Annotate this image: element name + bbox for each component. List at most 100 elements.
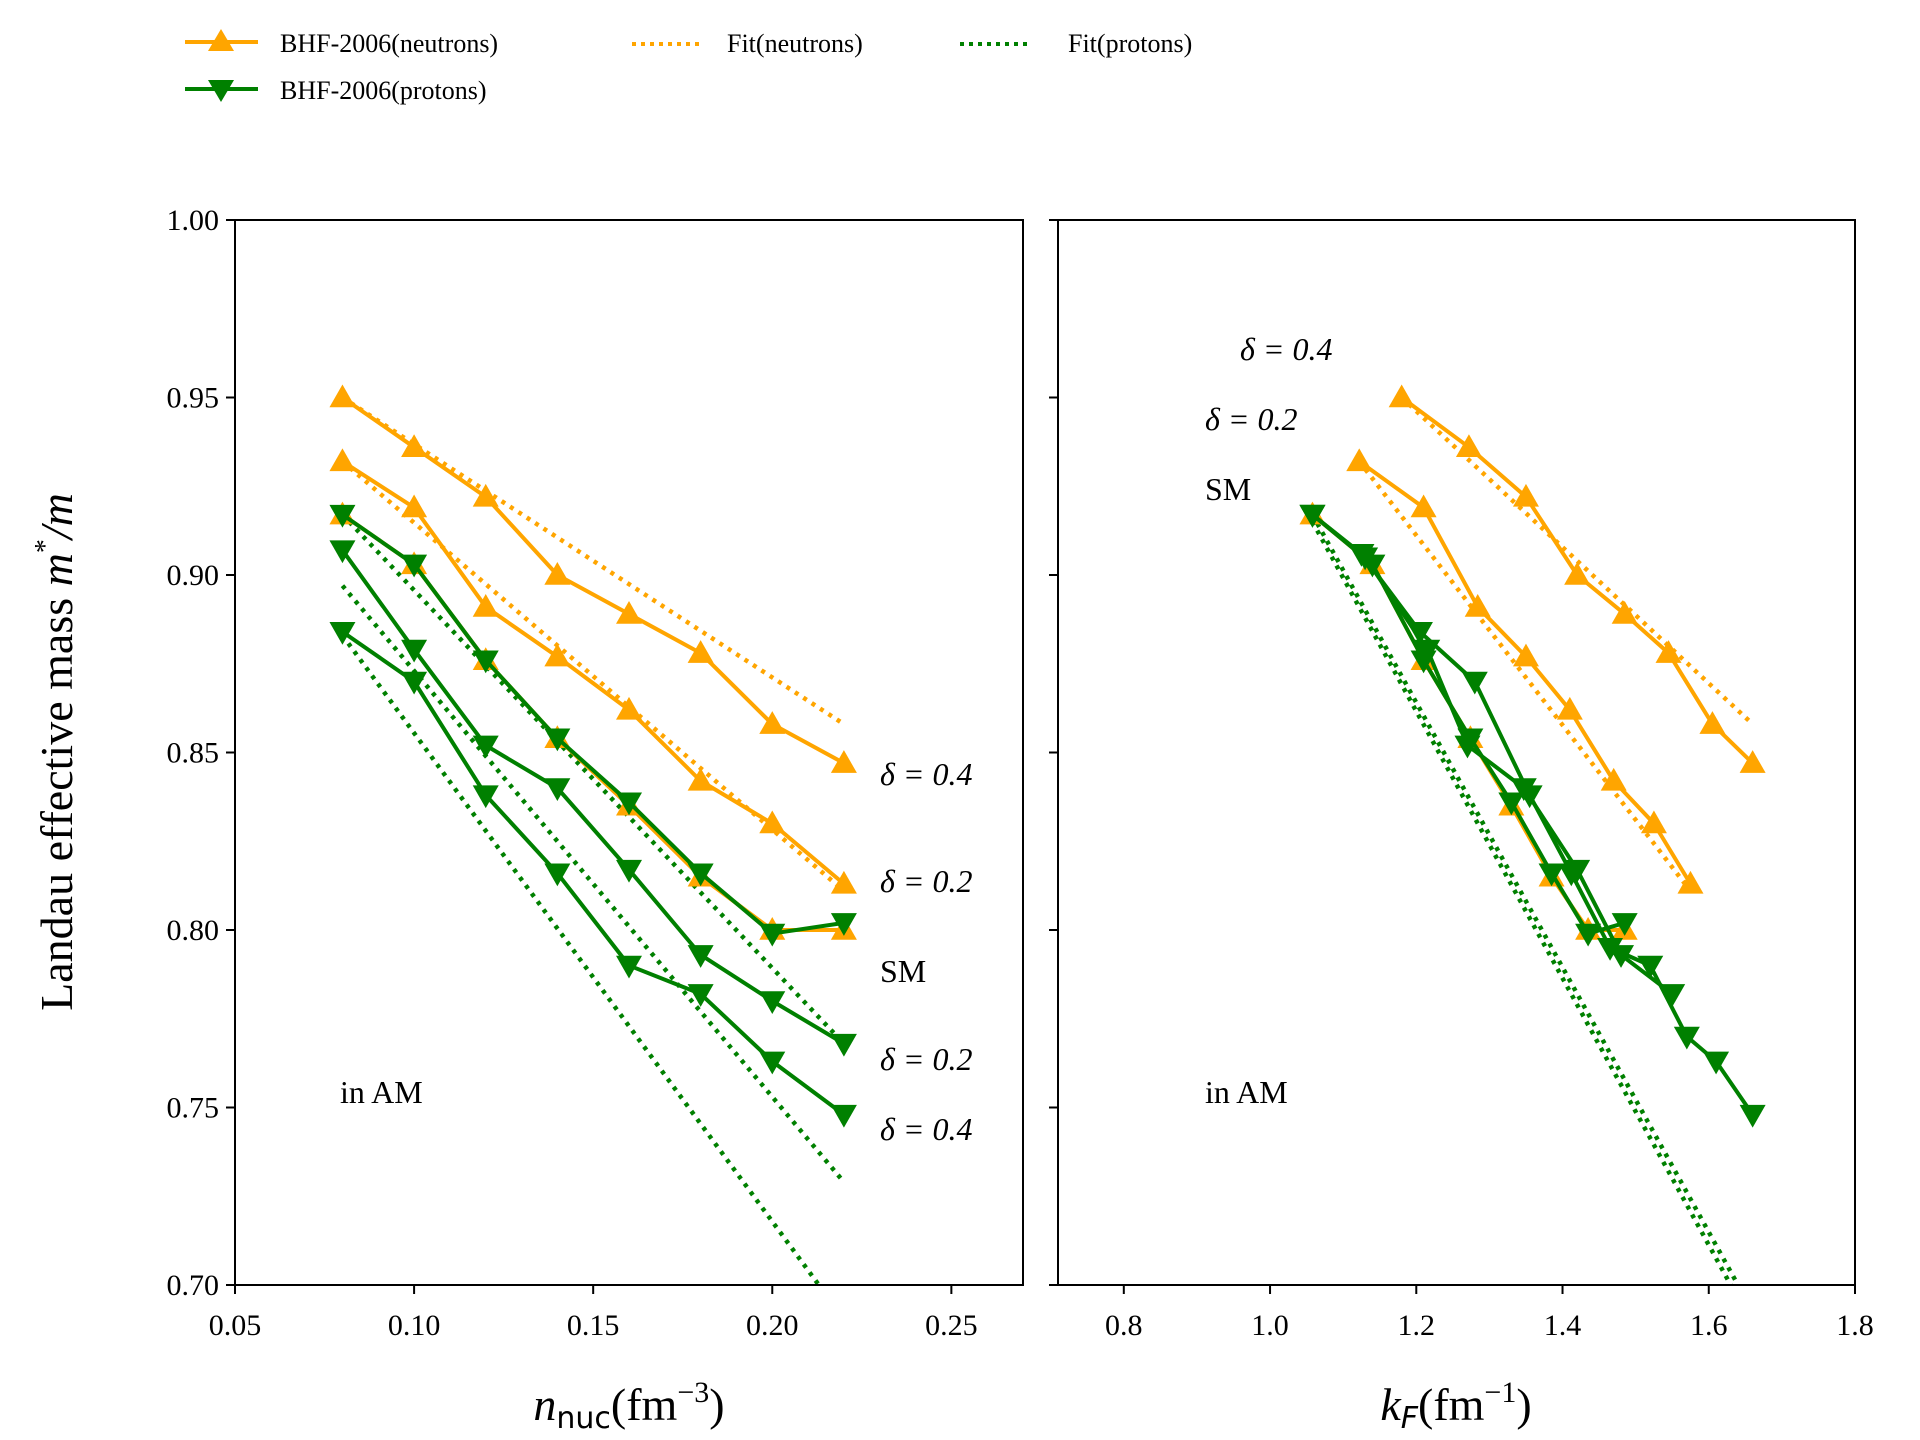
neutron-point: [616, 601, 642, 624]
x-tick-label: 0.10: [388, 1309, 441, 1342]
neutron-point: [1739, 750, 1766, 773]
neutron-point: [687, 767, 714, 791]
y-tick-label: 0.85: [167, 737, 220, 770]
x-tick-label: 0.20: [746, 1309, 799, 1342]
y-tick-label: 0.90: [167, 559, 220, 592]
proton-point: [1348, 543, 1375, 567]
y-tick-label: 0.70: [167, 1269, 220, 1302]
proton-point: [1739, 1104, 1766, 1128]
neutron-point: [1640, 810, 1667, 834]
left-ticks: 0.70 0.75 0.80 0.85 0.90 0.95 1.00 0.05 0.10 0.15…: [167, 204, 978, 1342]
neutron-point: [329, 384, 356, 408]
triangle-down-marker: [208, 80, 234, 102]
neutron-point: [1512, 483, 1539, 507]
neutron-point: [759, 711, 786, 734]
legend-entry-fit-protons: Fit(protons): [960, 29, 1192, 58]
fit-line: [340, 459, 846, 893]
proton-point: [472, 735, 499, 759]
fit-line: [1310, 513, 1740, 1285]
y-axis-label: Landau effective mass m*/m: [30, 493, 82, 1011]
data-line: [341, 513, 845, 936]
delta-label: δ = 0.2: [1205, 401, 1297, 437]
delta-label: δ = 0.2: [880, 863, 972, 899]
proton-point: [1575, 923, 1602, 947]
left-plot-area: [329, 384, 857, 1285]
left-note: in AM: [340, 1074, 423, 1110]
delta-label: δ = 0.4: [880, 1111, 972, 1147]
delta-label: δ = 0.2: [880, 1041, 972, 1077]
data-line: [341, 459, 846, 886]
delta-label: SM: [880, 953, 926, 989]
proton-point: [1299, 504, 1326, 528]
x-tick-label: 1.4: [1544, 1309, 1582, 1342]
neutron-point: [830, 750, 857, 773]
proton-point: [616, 955, 642, 979]
delta-label: SM: [1205, 471, 1251, 507]
neutron-point: [1699, 711, 1726, 734]
proton-point: [1703, 1051, 1730, 1075]
proton-point: [1454, 735, 1481, 759]
neutron-point: [1388, 384, 1415, 408]
legend-entry-bhf-protons: BHF-2006(protons): [185, 76, 487, 105]
delta-label: δ = 0.4: [1240, 331, 1332, 367]
x-tick-label: 0.25: [925, 1309, 978, 1342]
fit-line: [340, 634, 821, 1285]
proton-point: [1516, 785, 1543, 809]
proton-point: [544, 728, 571, 752]
proton-point: [1538, 863, 1565, 887]
proton-point: [616, 792, 642, 816]
neutron-point: [1556, 696, 1583, 720]
neutron-point: [687, 640, 714, 663]
x-tick-label: 1.2: [1398, 1309, 1436, 1342]
right-note: in AM: [1205, 1074, 1288, 1110]
series-group: [329, 384, 857, 1285]
proton-point: [759, 1051, 786, 1075]
proton-point: [472, 650, 499, 674]
left-panel: 0.70 0.75 0.80 0.85 0.90 0.95 1.00 0.05 0.10 0.15…: [30, 204, 1024, 1436]
neutron-point: [329, 448, 356, 472]
series-group: [1299, 384, 1766, 1285]
proton-point: [1637, 955, 1664, 979]
right-panel: 0.8 1.0 1.2 1.4 1.6 1.8 in AM δ = 0.4 δ = 0.2…: [1049, 219, 1874, 1436]
proton-point: [830, 913, 857, 936]
y-tick-label: 0.95: [167, 382, 220, 415]
legend-label: Fit(protons): [1068, 29, 1192, 58]
neutron-point: [1655, 640, 1682, 663]
y-tick-label: 0.75: [167, 1092, 220, 1125]
neutron-point: [1512, 643, 1539, 667]
right-ticks: 0.8 1.0 1.2 1.4 1.6 1.8: [1049, 219, 1874, 1342]
proton-point: [1406, 622, 1433, 645]
neutron-point: [1464, 593, 1491, 617]
proton-point: [401, 671, 428, 695]
neutron-point: [1611, 601, 1638, 624]
legend-label: BHF-2006(protons): [280, 76, 487, 105]
fit-line: [1357, 460, 1693, 893]
x-tick-label: 1.0: [1251, 1309, 1289, 1342]
right-plot-area: [1299, 384, 1766, 1285]
right-x-axis-label: kF(fm−1): [1380, 1376, 1531, 1436]
neutron-point: [544, 562, 571, 585]
x-tick-label: 0.15: [567, 1309, 620, 1342]
proton-point: [687, 945, 714, 968]
neutron-point: [830, 870, 857, 894]
neutron-point: [401, 494, 428, 518]
data-line: [341, 630, 846, 1117]
proton-point: [759, 923, 786, 947]
neutron-point: [401, 434, 428, 457]
proton-point: [1659, 984, 1686, 1007]
fit-line: [340, 513, 846, 1046]
proton-point: [830, 1033, 857, 1057]
proton-point: [1498, 792, 1525, 816]
x-tick-label: 0.8: [1105, 1309, 1143, 1342]
proton-point: [401, 554, 428, 578]
data-line: [340, 548, 845, 1046]
legend-entry-fit-neutrons: Fit(neutrons): [632, 29, 863, 58]
x-tick-label: 1.8: [1836, 1309, 1874, 1342]
proton-point: [759, 991, 786, 1014]
data-line: [1311, 513, 1755, 1116]
neutron-point: [1600, 767, 1627, 791]
neutron-point: [759, 810, 786, 834]
proton-point: [544, 778, 571, 801]
delta-label: δ = 0.4: [880, 756, 972, 792]
